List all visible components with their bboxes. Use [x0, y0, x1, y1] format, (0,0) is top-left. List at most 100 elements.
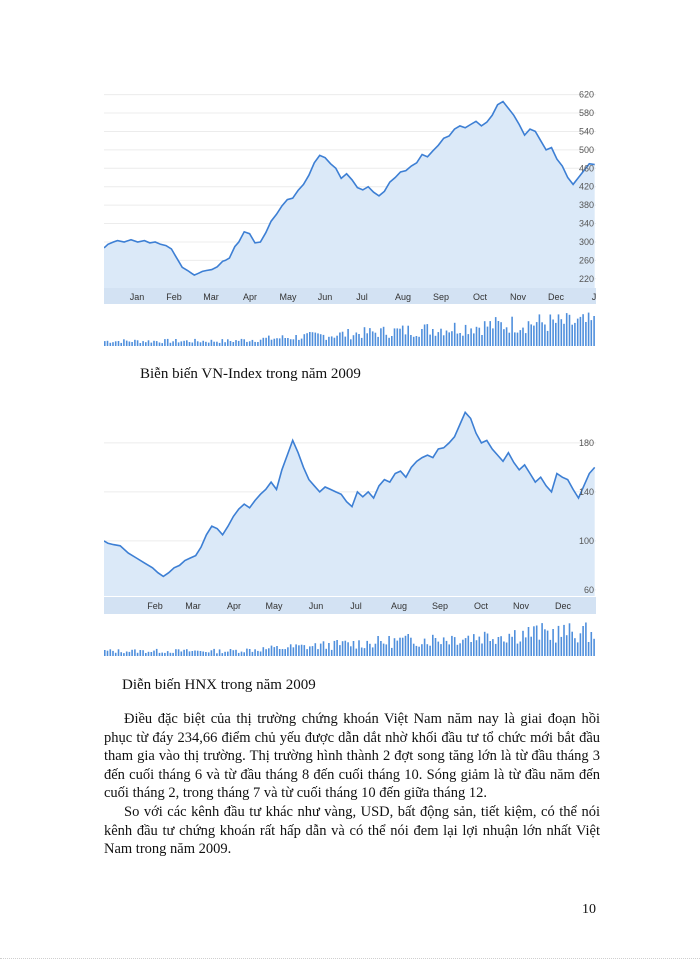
volume-bar	[533, 325, 535, 346]
volume-bar	[218, 342, 221, 346]
volume-bar	[172, 341, 174, 346]
area-fill	[104, 101, 595, 288]
page-number: 10	[582, 902, 596, 917]
volume-bar	[500, 636, 502, 656]
volume-bar	[221, 339, 224, 346]
y-tick-label: 260	[579, 255, 594, 265]
volume-bar	[177, 649, 180, 656]
volume-bar	[254, 649, 256, 656]
volume-bar	[158, 342, 161, 346]
volume-bar	[467, 334, 470, 346]
x-tick-label: Feb	[166, 292, 182, 302]
volume-bar	[445, 640, 448, 656]
volume-bar	[527, 627, 530, 656]
volume-bar	[139, 343, 142, 346]
volume-bar	[109, 342, 112, 346]
volume-bar	[538, 314, 541, 346]
volume-bar	[278, 338, 281, 346]
volume-bar	[150, 652, 153, 656]
volume-bar	[497, 637, 500, 656]
x-tick-label: Jul	[356, 292, 368, 302]
volume-bar	[180, 651, 183, 656]
volume-bar	[202, 651, 204, 656]
volume-bar	[514, 332, 516, 346]
volume-bar	[257, 650, 259, 656]
volume-bar	[358, 640, 360, 656]
volume-bar	[330, 336, 333, 346]
volume-bar	[481, 643, 483, 656]
volume-bar	[377, 636, 379, 656]
body-text: Điều đặc biệt của thị trường chứng khoán…	[104, 710, 600, 859]
volume-bar	[243, 339, 245, 346]
volume-bar	[440, 328, 442, 346]
volume-bar	[568, 314, 571, 346]
volume-bar	[549, 314, 552, 346]
volume-bar	[363, 327, 366, 346]
volume-bar	[391, 336, 393, 346]
volume-bar	[240, 651, 243, 656]
volume-bar	[478, 327, 481, 346]
volume-bar	[410, 637, 412, 656]
volume-bar	[216, 653, 218, 656]
volume-bar	[475, 326, 478, 346]
volume-bar	[508, 332, 511, 346]
hnx-chart-svg: 60 100 140 180 Feb Mar Apr May Jun Jul Aug Sep Oct No…	[104, 410, 596, 656]
volume-bar	[202, 340, 204, 346]
volume-bar	[445, 330, 448, 346]
volume-bar	[514, 630, 516, 656]
volume-bar	[552, 319, 554, 346]
volume-bar	[104, 650, 106, 656]
y-tick-label: 380	[579, 200, 594, 210]
volume-bar	[333, 337, 336, 346]
volume-bar	[169, 342, 172, 346]
volume-bar	[415, 645, 418, 656]
volume-bar	[229, 341, 232, 346]
volume-bar	[265, 649, 267, 656]
volume-bar	[158, 652, 161, 656]
volume-bar	[568, 623, 571, 656]
volume-bar	[574, 322, 576, 346]
volume-bar	[541, 322, 543, 346]
vn-index-chart: 220 260 300 340 380 420 460 500 540 580 620 Jan Feb M…	[104, 88, 596, 348]
volume-bar	[360, 647, 363, 656]
volume-bar	[382, 326, 385, 346]
volume-bar	[262, 337, 265, 346]
volume-bar	[295, 644, 297, 656]
volume-bar	[593, 316, 595, 346]
volume-bar	[114, 652, 117, 656]
volume-bar	[341, 331, 344, 346]
volume-bar	[434, 335, 437, 346]
volume-bar	[369, 328, 371, 346]
month-axis-band	[104, 288, 596, 304]
volume-bar	[303, 645, 306, 656]
volume-bar	[418, 646, 420, 656]
series-line	[104, 410, 596, 578]
volume-bar	[492, 639, 494, 656]
volume-bar	[196, 650, 199, 656]
volume-bar	[549, 639, 552, 656]
volume-bar	[571, 324, 573, 346]
x-tick-label: Mar	[185, 601, 201, 611]
volume-bar	[142, 341, 144, 346]
y-tick-label: 220	[579, 274, 594, 284]
volume-bar	[224, 342, 226, 346]
volume-bar	[268, 648, 270, 656]
volume-bar	[432, 329, 434, 346]
volume-bar	[188, 651, 191, 656]
volume-bar	[453, 637, 456, 656]
volume-bar	[571, 631, 573, 656]
volume-bar	[538, 639, 541, 656]
volume-bar	[145, 653, 147, 656]
volume-bar	[270, 339, 273, 346]
volume-bar	[229, 649, 232, 656]
volume-bar	[248, 341, 251, 346]
volume-bar	[546, 630, 549, 656]
volume-bar	[175, 339, 177, 346]
x-tick-label: Nov	[513, 601, 530, 611]
volume-bar	[183, 340, 185, 346]
volume-bar	[535, 625, 538, 656]
volume-bar	[522, 630, 524, 656]
y-tick-label: 500	[579, 145, 594, 155]
volume-bar	[404, 334, 407, 346]
volume-bar	[295, 335, 297, 346]
